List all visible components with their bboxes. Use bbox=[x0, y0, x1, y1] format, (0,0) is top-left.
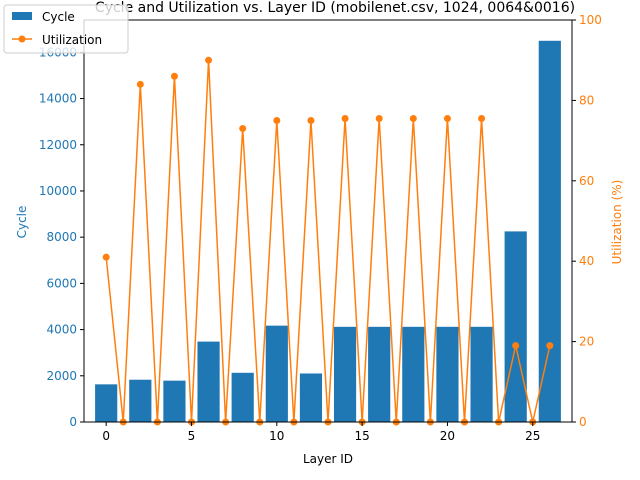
utilization-point bbox=[512, 342, 520, 350]
cycle-bar bbox=[163, 380, 186, 422]
x-tick-label: 5 bbox=[188, 429, 196, 443]
cycle-bar bbox=[299, 373, 323, 422]
legend-label-cycle: Cycle bbox=[42, 10, 75, 24]
cycle-bar bbox=[231, 372, 254, 422]
legend-swatch-cycle bbox=[12, 12, 32, 20]
right-y-tick-label: 20 bbox=[579, 335, 594, 349]
x-tick-label: 15 bbox=[354, 429, 369, 443]
x-tick-label: 20 bbox=[440, 429, 455, 443]
cycle-bar bbox=[436, 326, 459, 422]
plot-border bbox=[83, 19, 573, 423]
cycle-bar bbox=[333, 326, 357, 422]
left-y-tick-label: 14000 bbox=[39, 92, 77, 106]
plot-frame bbox=[83, 19, 573, 423]
left-y-tick-label: 8000 bbox=[46, 230, 77, 244]
utilization-point bbox=[136, 80, 144, 88]
utilization-point bbox=[170, 72, 178, 80]
right-y-tick-label: 40 bbox=[579, 254, 594, 268]
legend-label-utilization: Utilization bbox=[42, 33, 102, 47]
cycle-bar bbox=[265, 325, 288, 422]
legend: Cycle Utilization bbox=[3, 4, 129, 54]
left-y-axis-ticks: 0200040006000800010000120001400016000 bbox=[39, 45, 84, 429]
left-y-tick-label: 6000 bbox=[46, 276, 77, 290]
legend-swatch-utilization-marker bbox=[18, 35, 26, 43]
left-y-tick-label: 0 bbox=[69, 415, 77, 429]
right-y-tick-label: 80 bbox=[579, 93, 594, 107]
x-tick-label: 10 bbox=[269, 429, 284, 443]
cycle-bar bbox=[470, 326, 493, 422]
right-y-tick-label: 100 bbox=[579, 13, 602, 27]
left-y-axis-label: Cycle bbox=[15, 206, 29, 239]
utilization-point bbox=[273, 117, 281, 124]
cycle-bar bbox=[129, 379, 152, 422]
legend-box bbox=[3, 4, 129, 54]
chart-title: Cycle and Utilization vs. Layer ID (mobi… bbox=[95, 0, 575, 16]
right-y-axis-ticks: 0 20 40 60 80 100 bbox=[572, 13, 602, 429]
cycle-bar bbox=[368, 326, 391, 422]
cycle-bar bbox=[402, 326, 425, 422]
cycle-bar bbox=[538, 40, 561, 423]
right-y-tick-label: 0 bbox=[579, 415, 587, 429]
utilization-point bbox=[239, 125, 247, 133]
cycle-bar bbox=[197, 341, 220, 422]
left-y-tick-label: 12000 bbox=[39, 138, 77, 152]
left-y-tick-label: 10000 bbox=[39, 184, 77, 198]
cycle-bar bbox=[504, 231, 527, 422]
utilization-point bbox=[546, 342, 554, 350]
utilization-point bbox=[409, 114, 417, 122]
utilization-point bbox=[205, 56, 213, 64]
right-y-tick-label: 60 bbox=[579, 174, 594, 188]
utilization-point bbox=[102, 253, 110, 261]
utilization-point bbox=[375, 114, 383, 122]
left-y-tick-label: 2000 bbox=[46, 369, 77, 383]
right-y-axis-label: Utilization (%) bbox=[610, 180, 624, 265]
cycle-bars bbox=[95, 40, 561, 423]
utilization-point bbox=[478, 114, 486, 122]
utilization-point bbox=[307, 117, 315, 124]
cycle-bar bbox=[95, 384, 118, 422]
left-y-tick-label: 4000 bbox=[46, 323, 77, 337]
x-axis-label: Layer ID bbox=[303, 452, 353, 466]
x-tick-label: 0 bbox=[102, 429, 110, 443]
x-axis-ticks: 0 5 10 15 20 25 bbox=[102, 422, 540, 443]
utilization-point bbox=[443, 114, 451, 122]
x-tick-label: 25 bbox=[525, 429, 540, 443]
utilization-point bbox=[341, 114, 349, 122]
